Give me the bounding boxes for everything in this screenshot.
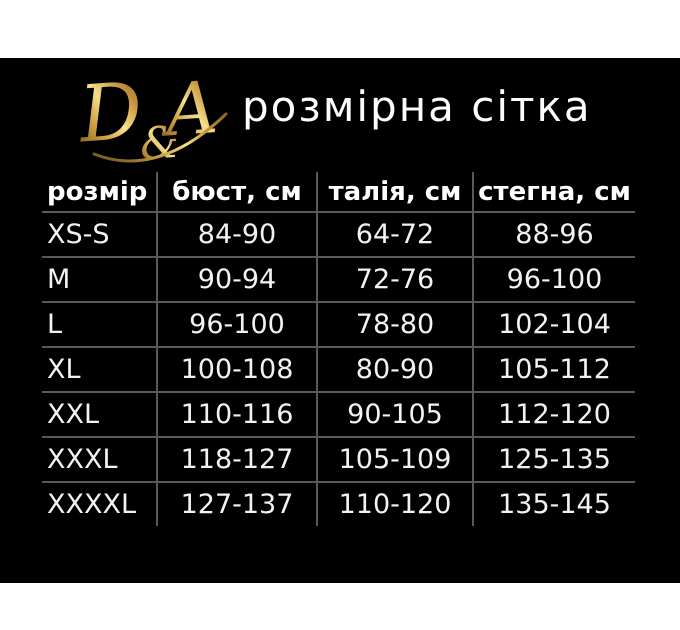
size-table-body: XS-S 84-90 64-72 88-96 M 90-94 72-76 96-100 L 96-… <box>42 211 635 526</box>
measurement-value: 118-127 <box>156 436 317 482</box>
measurement-value: 88-96 <box>472 211 635 257</box>
column-header-2: талія, см <box>316 172 473 212</box>
measurement-value: 105-112 <box>472 346 635 392</box>
table-row: M 90-94 72-76 96-100 <box>42 256 635 302</box>
black-panel: D & A розмірна сітка розмір бюст, см талія… <box>0 58 680 583</box>
page-title: розмірна сітка <box>242 82 592 131</box>
measurement-value: 135-145 <box>472 481 635 526</box>
brand-logo: D & A <box>74 64 244 172</box>
column-header-1: бюст, см <box>156 172 317 212</box>
size-label: XS-S <box>42 211 157 257</box>
measurement-value: 90-94 <box>156 256 317 302</box>
logo-ampersand: & <box>138 117 181 171</box>
measurement-value: 84-90 <box>156 211 317 257</box>
size-table-head-row: розмір бюст, см талія, см стегна, см <box>42 172 635 212</box>
measurement-value: 64-72 <box>316 211 473 257</box>
table-row: L 96-100 78-80 102-104 <box>42 301 635 347</box>
measurement-value: 125-135 <box>472 436 635 482</box>
measurement-value: 110-116 <box>156 391 317 437</box>
measurement-value: 78-80 <box>316 301 473 347</box>
table-row: XL 100-108 80-90 105-112 <box>42 346 635 392</box>
measurement-value: 72-76 <box>316 256 473 302</box>
table-row: XXXXL 127-137 110-120 135-145 <box>42 481 635 526</box>
brand-logo-monogram: D & A <box>75 65 228 171</box>
logo-swash <box>92 112 228 163</box>
size-label: XXXL <box>42 436 157 482</box>
measurement-value: 100-108 <box>156 346 317 392</box>
size-label: XXXXL <box>42 481 157 526</box>
measurement-value: 96-100 <box>472 256 635 302</box>
size-table: розмір бюст, см талія, см стегна, см XS-S 84… <box>42 172 635 526</box>
column-header-0: розмір <box>47 176 148 207</box>
measurement-value: 105-109 <box>316 436 473 482</box>
table-row: XXXL 118-127 105-109 125-135 <box>42 436 635 482</box>
measurement-value: 80-90 <box>316 346 473 392</box>
size-label: M <box>42 256 157 302</box>
table-row: XXL 110-116 90-105 112-120 <box>42 391 635 437</box>
size-label: L <box>42 301 157 347</box>
measurement-value: 127-137 <box>156 481 317 526</box>
measurement-value: 112-120 <box>472 391 635 437</box>
size-label: XL <box>42 346 157 392</box>
logo-letter-a: A <box>157 65 221 153</box>
measurement-value: 102-104 <box>472 301 635 347</box>
logo-letter-d: D <box>75 66 146 160</box>
table-row: XS-S 84-90 64-72 88-96 <box>42 211 635 257</box>
measurement-value: 90-105 <box>316 391 473 437</box>
measurement-value: 110-120 <box>316 481 473 526</box>
column-header-3: стегна, см <box>472 172 635 212</box>
size-label: XXL <box>42 391 157 437</box>
measurement-value: 96-100 <box>156 301 317 347</box>
